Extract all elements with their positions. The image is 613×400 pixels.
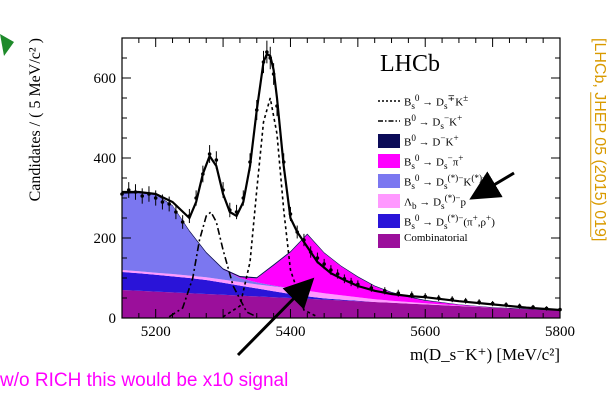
data-point (308, 246, 313, 258)
stack-layer-Lb_to_Ds_p (122, 270, 560, 311)
legend-label: Bs0 → Ds−π+ (404, 153, 464, 170)
data-point (302, 233, 306, 247)
x-tick-label: 5800 (545, 324, 575, 340)
legend-label: Bs0 → Ds(*)−(π+,ρ+) (404, 213, 495, 230)
signal-curves (168, 97, 318, 318)
legend-label: Bs0 → Ds∓K± (404, 93, 469, 110)
data-point (490, 300, 495, 307)
data-point (167, 196, 171, 212)
legend-entry: Bs0 → Ds(*)−K(*)+ (378, 173, 488, 190)
data-point (504, 302, 508, 308)
data-point (241, 190, 246, 206)
data-point (174, 204, 178, 220)
legend-entry: Bs0 → Ds(*)−(π+,ρ+) (378, 213, 495, 230)
journal-reference-prefix: [LHCb, (591, 38, 608, 93)
pointer-arrow-legend (469, 171, 515, 200)
data-point (329, 265, 333, 275)
stack-layer-Bs_to_Ds_star_pi_rho (122, 272, 560, 311)
data-point (261, 50, 266, 74)
data-point (265, 40, 269, 64)
legend-entry: Bs0 → Ds∓K± (378, 93, 469, 110)
y-tick-label: 400 (94, 151, 117, 167)
data-point (126, 182, 131, 198)
data-point (180, 215, 185, 229)
data-point (383, 287, 387, 295)
corner-arrow-icon (0, 34, 14, 56)
data-point (268, 46, 273, 70)
data-point (517, 303, 522, 309)
data-point (221, 182, 225, 198)
data-point (160, 194, 165, 210)
legend-entry: B0 → D−K+ (378, 133, 459, 149)
stack-layer-Bs_to_Ds_pi (122, 193, 560, 311)
data-point (140, 188, 145, 204)
data-point (228, 202, 232, 218)
legend-label: B0 → D−K+ (404, 133, 459, 149)
data-point (214, 151, 219, 169)
data-point (248, 153, 252, 171)
data-point (194, 190, 198, 206)
x-tick-label: 5600 (410, 324, 440, 340)
data-point (207, 145, 212, 163)
data-point (147, 186, 151, 202)
legend-entry: Combinatorial (378, 232, 468, 248)
journal-reference: [LHCb, JHEP 05 (2015) 019] (578, 38, 608, 338)
data-point (288, 206, 293, 222)
data-point (295, 225, 300, 239)
y-tick-label: 0 (109, 311, 117, 327)
data-point (477, 299, 481, 305)
legend-entry: Bs0 → Ds−π+ (378, 153, 464, 170)
legend-label: Λb → Ds(*)−p (404, 193, 466, 210)
data-point (409, 291, 414, 299)
data-point (275, 95, 279, 117)
y-tick-label: 200 (94, 231, 117, 247)
axes: 5200 5400 5600 5800 0 200 400 600 m(D_s⁻K⁺) [MeV… (27, 37, 575, 364)
data-point (271, 63, 276, 85)
data-point (187, 208, 192, 224)
data-point (349, 277, 353, 287)
signal-bs-to-dsk-curve (222, 97, 318, 318)
data-point (531, 304, 535, 310)
data-point (133, 184, 138, 200)
data-point (234, 204, 239, 220)
x-axis-label: m(D_s⁻K⁺) [MeV/c²] (410, 345, 560, 364)
data-point (544, 306, 549, 311)
stack-layer-combinatorial (122, 290, 560, 318)
experiment-label: LHCb (380, 51, 440, 77)
journal-reference-link[interactable]: JHEP 05 (2015) 019 (591, 92, 608, 237)
stack-layer-Bs_to_Ds_star_K_star (122, 193, 560, 311)
x-tick-label: 5200 (141, 324, 171, 340)
background-stack (122, 192, 560, 318)
data-point (436, 294, 441, 302)
total-fit-line (122, 52, 561, 312)
legend-label: Bs0 → Ds(*)−K(*)+ (404, 173, 488, 190)
legend-entry: Λb → Ds(*)−p (378, 193, 466, 210)
data-point (423, 293, 428, 300)
rich-annotation: w/o RICH this would be x10 signal (0, 370, 289, 391)
data-point (201, 165, 205, 183)
data-point (322, 258, 326, 270)
data-point (254, 99, 259, 121)
pointer-arrow-peak (236, 277, 315, 357)
y-axis-label: Candidates / ( 5 MeV/c² ) (27, 38, 44, 201)
total-fit-curve (122, 52, 561, 312)
data-point (369, 284, 374, 292)
data-point (396, 289, 401, 297)
legend: Bs0 → Ds∓K± B0 → Ds−K+ B0 → D−K+ Bs0 → Ds−π… (378, 93, 495, 248)
data-point (342, 274, 347, 284)
data-point (356, 280, 360, 289)
y-tick-label: 600 (94, 71, 117, 87)
data-point (153, 190, 158, 206)
data-point (463, 297, 468, 304)
data-point (281, 153, 286, 171)
data-point (450, 296, 454, 303)
x-tick-label: 5400 (275, 324, 305, 340)
legend-label: Combinatorial (404, 232, 468, 244)
legend-entry: B0 → Ds−K+ (378, 113, 463, 130)
legend-label: B0 → Ds−K+ (404, 113, 463, 130)
data-point (315, 252, 320, 264)
journal-reference-suffix: ] (591, 236, 608, 242)
data-point (335, 269, 340, 279)
